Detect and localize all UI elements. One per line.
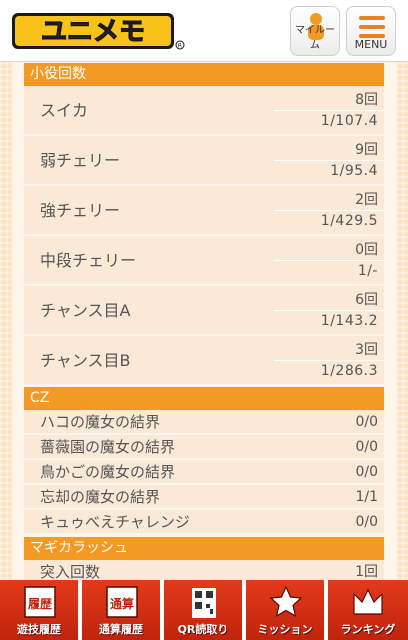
stat-name: チャンス目B	[40, 351, 131, 370]
stat-ratio: 1/95.4	[330, 163, 378, 179]
stat-count: 2回	[355, 192, 378, 208]
total-icon: 通算	[106, 586, 138, 618]
person-icon	[308, 13, 324, 40]
stat-count: 9回	[355, 142, 378, 158]
section-title-cz: CZ	[24, 387, 384, 410]
cz-row: 薔薇園の魔女の結界 0/0	[24, 435, 384, 459]
nav-ranking[interactable]: ランキング	[328, 580, 408, 640]
cz-value: 0/0	[355, 439, 378, 455]
nav-label: 遊技履歴	[17, 623, 61, 636]
cz-row: 忘却の魔女の結界 1/1	[24, 485, 384, 509]
cz-row: 鳥かごの魔女の結界 0/0	[24, 460, 384, 484]
stat-name: 弱チェリー	[40, 151, 121, 170]
myroom-label: マイルーム	[295, 25, 335, 51]
unimemo-logo[interactable]: ユニメモ R	[10, 9, 186, 53]
svg-text:R: R	[178, 43, 182, 50]
cz-name: キュゥべえチャレンジ	[40, 513, 190, 531]
section-title-magika-rush: マギカラッシュ	[24, 537, 384, 560]
cz-value: 0/0	[355, 464, 378, 480]
star-icon	[269, 585, 303, 618]
menu-button[interactable]: MENU	[346, 6, 396, 56]
magika-name: 突入回数	[40, 563, 101, 580]
stat-ratio: 1/-	[357, 263, 378, 279]
cz-name: 薔薇園の魔女の結界	[40, 438, 176, 456]
logo-text: ユニメモ	[41, 17, 145, 47]
nav-label: ランキング	[340, 623, 396, 636]
hamburger-icon	[359, 16, 385, 43]
stat-count: 8回	[355, 92, 378, 108]
cz-name: 忘却の魔女の結界	[40, 488, 161, 506]
menu-label: MENU	[354, 38, 388, 51]
qr-icon	[192, 588, 216, 618]
crown-icon	[353, 588, 383, 615]
stat-row-chance-b: チャンス目B 3回 1/286.3	[24, 336, 384, 385]
cz-name: ハコの魔女の結界	[40, 413, 161, 431]
stat-row-suika: スイカ 8回 1/107.4	[24, 86, 384, 135]
app-header: ユニメモ R マイルーム MENU	[0, 0, 408, 62]
cz-value: 0/0	[355, 414, 378, 430]
play-data-panel[interactable]: 小役回数 スイカ 8回 1/107.4 弱チェリー 9回 1/95.4 強チェリ…	[12, 62, 396, 580]
cz-row: キュゥべえチャレンジ 0/0	[24, 510, 384, 534]
cz-value: 0/0	[355, 514, 378, 530]
stat-count: 3回	[355, 342, 378, 358]
stat-row-strong-cherry: 強チェリー 2回 1/429.5	[24, 186, 384, 235]
history-icon: 履歴	[24, 586, 56, 618]
nav-label: QR読取り	[177, 623, 229, 636]
stat-row-weak-cherry: 弱チェリー 9回 1/95.4	[24, 136, 384, 185]
stat-name: チャンス目A	[40, 301, 131, 320]
magika-row: 突入回数 1回	[24, 560, 384, 580]
nav-mission[interactable]: ミッション	[246, 580, 326, 640]
history-icon-text: 履歴	[27, 597, 52, 611]
stat-count: 0回	[355, 242, 378, 258]
nav-total-history[interactable]: 通算 通算履歴	[82, 580, 162, 640]
stat-row-middle-cherry: 中段チェリー 0回 1/-	[24, 236, 384, 285]
stat-name: 中段チェリー	[40, 251, 137, 270]
nav-play-history[interactable]: 履歴 遊技履歴	[0, 580, 80, 640]
stat-ratio: 1/286.3	[320, 363, 378, 379]
section-title-koyaku: 小役回数	[24, 63, 384, 86]
cz-name: 鳥かごの魔女の結界	[40, 463, 176, 481]
stat-name: 強チェリー	[40, 201, 121, 220]
stat-row-chance-a: チャンス目A 6回 1/143.2	[24, 286, 384, 335]
stat-count: 6回	[355, 292, 378, 308]
nav-qr-read[interactable]: QR読取り	[164, 580, 244, 640]
cz-value: 1/1	[355, 489, 378, 505]
total-icon-text: 通算	[110, 596, 134, 611]
nav-label: ミッション	[257, 623, 313, 636]
nav-label: 通算履歴	[99, 623, 143, 636]
stat-ratio: 1/143.2	[320, 313, 378, 329]
stat-name: スイカ	[40, 101, 89, 120]
cz-row: ハコの魔女の結界 0/0	[24, 410, 384, 434]
stat-ratio: 1/107.4	[320, 113, 378, 129]
magika-value: 1回	[355, 564, 378, 580]
myroom-button[interactable]: マイルーム	[290, 6, 340, 56]
bottom-nav: 履歴 遊技履歴 通算 通算履歴 QR読取り ミッション ランキング	[0, 580, 408, 640]
stat-ratio: 1/429.5	[320, 213, 378, 229]
